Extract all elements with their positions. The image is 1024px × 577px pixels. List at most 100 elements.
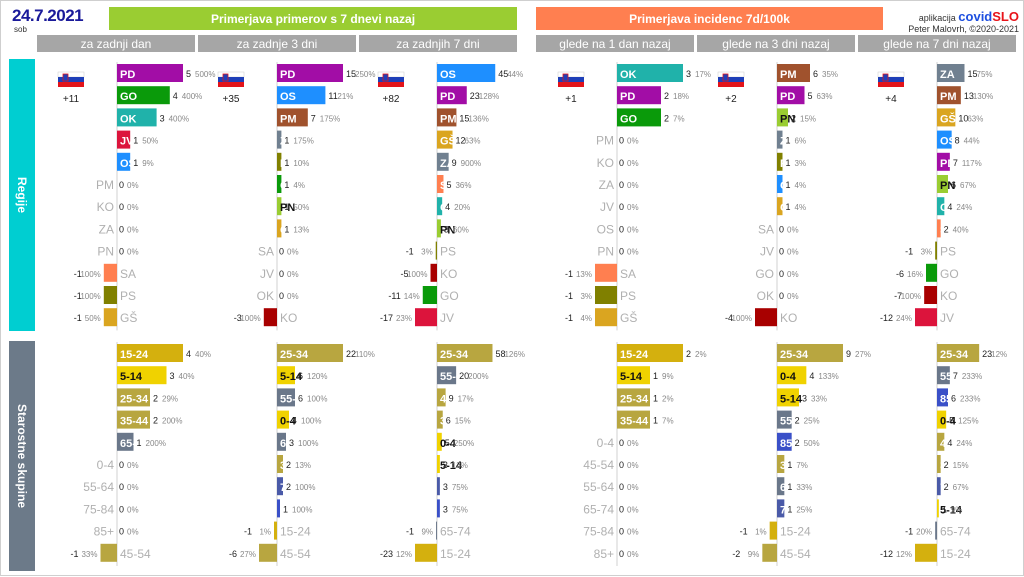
panel5-region-1-label: PD [780,91,795,103]
panel5-region-6-value: 1 [786,202,791,212]
panel1-region-4-bar [117,152,131,171]
panel4-age-3-label: 35-44 [620,416,649,428]
panel6-age-5-bar [937,455,941,473]
panel4-flag-coat-icon [562,73,569,82]
panel5-age-2-label: 5-14 [780,393,803,405]
panel1-region-4-pct: 9% [142,159,154,168]
panel6-region-11-pct: 24% [896,314,912,323]
panel2-age-6-label: 75-84 [280,482,309,494]
panel6-age-6-value: 2 [944,482,949,492]
app-name: covidSLO [958,9,1019,24]
panel5-age-8-value: -1 [740,527,748,537]
panel5-age-7-label: 75-84 [780,504,809,516]
panel6-age-3-pct: 125% [958,417,978,426]
panel3-age-3-pct: 15% [455,417,471,426]
panel1-age-8-value: 0 [119,527,124,537]
panel6-flag-blue [878,77,904,82]
panel2-region-1-value: 11 [328,91,337,101]
panel2-region-9-pct: 0% [287,270,299,279]
panel6-region-4-bar [937,152,950,171]
panel3-region-2-label: PM [440,113,457,125]
panel3-age-9-label: 15-24 [440,547,471,561]
panel6-age-1-label: 55-64 [940,371,969,383]
panel3-age-0-value: 58 [495,349,505,359]
panel6-region-4-value: 7 [953,158,958,168]
panel3-age-6-bar [437,477,440,496]
panel5-age-0-label: 25-34 [780,349,809,361]
panel6-age-3-value: 5 [949,416,954,426]
panel4-region-9-bar [595,263,617,282]
panel3-age-5-pct: 13% [452,461,468,470]
panel2-age-8-pct: 1% [259,528,271,537]
panel1-age-0-pct: 40% [195,350,211,359]
panel4-age-1-pct: 9% [662,372,674,381]
panel2-region-11-pct: 100% [240,314,260,323]
panel3-region-2-pct: 136% [468,114,488,123]
panel1-age-7-value: 0 [119,504,124,514]
panel2-age-3-bar [277,410,289,429]
panel2-age-6-bar [277,477,283,496]
panel6-region-5-value: 6 [951,180,956,190]
panel6-region-10-bar [924,286,937,304]
panel6-region-10-pct: 100% [901,292,921,301]
panel2-age-4-pct: 100% [298,439,318,448]
panel6-region-1-bar [937,86,961,105]
panel4-region-6-value: 0 [619,202,624,212]
panel6-region-2-value: 10 [958,113,968,123]
panel4-region-1-bar [617,86,661,105]
panel6-region-11-label: JV [940,311,954,325]
panel1-region-10-label: PS [120,289,136,303]
panel6-age-4-label: 45-54 [940,438,969,450]
panel4-age-0-label: 15-24 [620,349,649,361]
panel3-age-6-value: 3 [443,482,448,492]
panel2-age-6-value: 2 [286,482,291,492]
panel6-region-4-label: PD [940,158,955,170]
panel1-age-9-pct: 33% [81,550,97,559]
panel1-age-1-pct: 40% [179,372,195,381]
panel1-region-10-bar [103,286,117,304]
panel3-region-6-pct: 20% [454,203,470,212]
panel1-region-3-pct: 50% [142,137,158,146]
panel4-region-5-value: 0 [619,180,624,190]
panel4-age-0-value: 2 [686,349,691,359]
panel2-region-8-value: 0 [279,247,284,257]
panel5-age-9-pct: 9% [748,550,760,559]
panel4-region-10-label: PS [620,289,636,303]
panel6-region-5-pct: 67% [960,181,976,190]
panel5-region-4-label: PS [780,158,795,170]
panel1-region-10-pct: 100% [80,292,100,301]
panel3-age-4-bar [437,432,442,451]
panel4-flag-red [558,82,584,87]
panel2-region-2-bar [277,108,308,127]
panel6-age-0-bar [937,344,980,362]
panel3-age-0-label: 25-34 [440,349,469,361]
panel1-region-5-label: PM [96,178,114,192]
header-incidence-comparison: Primerjava incidenc 7d/100k [536,7,883,30]
panel1-region-9-label: SA [120,267,136,281]
panel3-age-6-pct: 75% [452,483,468,492]
panel2-region-3-pct: 175% [293,137,313,146]
panel2-age-7-bar [277,499,280,518]
panel5-region-1-bar [777,86,805,105]
panel1-region-11-label: GŠ [120,310,137,325]
panel6-region-6-label: OK [940,202,957,214]
panel3-age-0-bar [437,344,493,362]
subtitle-panel-2: za zadnje 3 dni [198,35,356,52]
panel2-age-3-value: 4 [292,416,297,426]
panel2-region-11-bar [263,308,277,327]
panel5-region-1-value: 5 [808,91,813,101]
panel4-age-1-label: 5-14 [620,371,643,383]
panel6-age-6-label: 75-84 [940,482,969,494]
panel2-age-1-value: 6 [298,371,303,381]
panel6-region-3-label: OS [940,136,956,148]
panel2-region-3-value: 1 [284,136,289,146]
panel4-age-7-value: 0 [619,504,624,514]
panel2-age-1-label: 5-14 [280,371,303,383]
app-brand: aplikacija covidSLO [881,9,1019,24]
panel4-region-4-pct: 0% [627,159,639,168]
panel1-age-5-value: 0 [119,460,124,470]
panel4-region-9-pct: 13% [576,270,592,279]
panel4-age-8-label: 75-84 [583,525,614,539]
panel1-age-2-pct: 29% [162,394,178,403]
panel6-region-5-bar [937,175,948,193]
